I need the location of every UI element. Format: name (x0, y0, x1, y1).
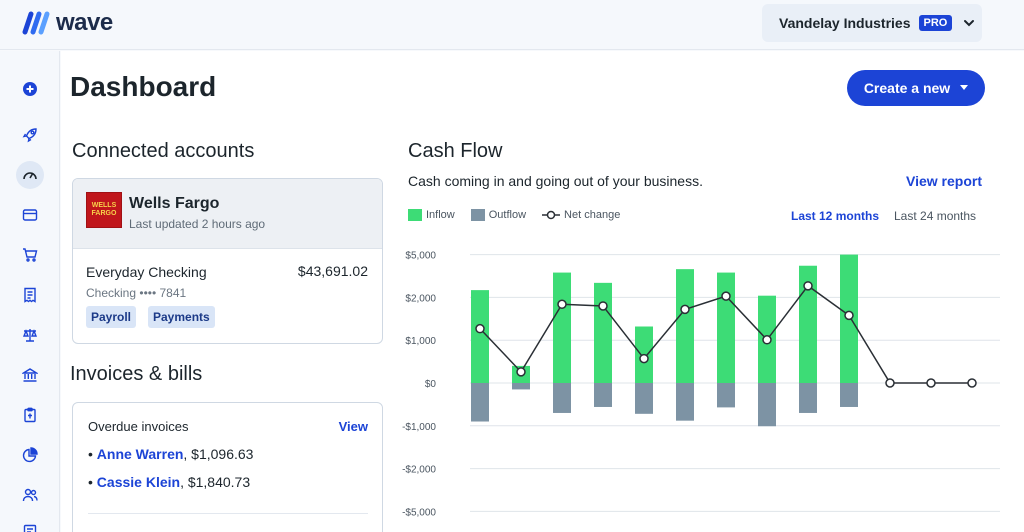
account-number: Checking •••• 7841 (86, 286, 187, 300)
inflow-bar (471, 290, 489, 383)
y-tick-label: $5,000 (405, 251, 436, 262)
scale-icon[interactable] (16, 321, 44, 349)
bank-icon[interactable] (16, 361, 44, 389)
range-last-12-months[interactable]: Last 12 months (791, 209, 880, 223)
account-balance: $43,691.02 (297, 263, 368, 279)
create-new-label: Create a new (863, 80, 951, 96)
receipt-icon[interactable] (16, 281, 44, 309)
y-tick-label: -$2,000 (402, 465, 436, 476)
y-tick-label: -$5,000 (402, 507, 436, 518)
sidebar (0, 51, 60, 532)
credit-card-icon[interactable] (16, 201, 44, 229)
net-change-point (844, 310, 854, 321)
dashboard-gauge-icon[interactable] (16, 161, 44, 189)
list-item: • Cassie Klein, $1,840.73 (88, 474, 251, 490)
wave-logo[interactable]: wave (22, 9, 113, 37)
outflow-bar (635, 383, 653, 414)
net-change-point (598, 301, 608, 311)
connected-accounts-title: Connected accounts (72, 140, 255, 162)
y-tick-label: $1,000 (405, 336, 436, 347)
tag-payments: Payments (148, 306, 215, 328)
main-content: Dashboard Create a new Connected account… (61, 51, 1024, 532)
customer-link[interactable]: Anne Warren (96, 446, 184, 462)
last-updated: Last updated 2 hours ago (129, 217, 266, 231)
top-bar: wave Vandelay Industries PRO (0, 0, 1024, 50)
customer-link[interactable]: Cassie Klein (96, 474, 181, 490)
y-tick-label: $0 (425, 379, 437, 390)
pie-chart-icon[interactable] (16, 441, 44, 469)
bank-name: Wells Fargo (129, 195, 220, 212)
tag-payroll: Payroll (86, 306, 137, 328)
logo-text: wave (56, 9, 113, 36)
people-icon[interactable] (16, 481, 44, 509)
invoices-bills-title: Invoices & bills (70, 363, 203, 385)
outflow-bar (676, 383, 694, 421)
outflow-bar (471, 383, 489, 422)
inflow-bar (553, 272, 571, 383)
cash-flow-title: Cash Flow (408, 140, 503, 162)
invoice-amount: , $1,096.63 (183, 446, 254, 462)
invoice-amount: , $1,840.73 (180, 474, 251, 490)
net-change-point (680, 304, 690, 315)
invoices-card: Overdue invoices View • Anne Warren, $1,… (72, 402, 383, 532)
divider (88, 513, 368, 514)
net-change-point (926, 378, 936, 388)
inflow-bar (676, 269, 694, 383)
bank-header: WELLS FARGO Wells Fargo Last updated 2 h… (73, 179, 382, 249)
list-item: • Anne Warren, $1,096.63 (88, 446, 254, 462)
plan-badge: PRO (918, 15, 953, 31)
business-switcher[interactable]: Vandelay Industries PRO (762, 4, 982, 42)
cash-flow-chart: $5,000 $2,000 $1,000 $0 -$1,000 -$2,000 -$5,00… (402, 251, 1000, 518)
net-change-point (721, 291, 731, 301)
legend-net-change: Net change (542, 209, 620, 221)
inflow-bar (594, 282, 612, 383)
cart-icon[interactable] (16, 241, 44, 269)
net-change-point (475, 323, 485, 334)
outflow-bar (840, 383, 858, 407)
rocket-icon[interactable] (16, 121, 44, 149)
outflow-bar (717, 383, 735, 408)
plus-circle-icon[interactable] (16, 75, 44, 103)
inflow-bar (717, 272, 735, 383)
view-report-link[interactable]: View report (906, 173, 982, 189)
y-tick-label: $2,000 (405, 293, 436, 304)
legend-outflow: Outflow (470, 209, 526, 221)
outflow-bar (512, 383, 530, 390)
net-change-point (762, 335, 772, 345)
net-change-point (803, 281, 813, 291)
create-new-button[interactable]: Create a new (847, 70, 985, 106)
caret-down-icon (960, 85, 969, 90)
cash-flow-subtitle: Cash coming in and going out of your bus… (408, 173, 703, 189)
wells-fargo-logo: WELLS FARGO (86, 192, 122, 228)
range-last-24-months[interactable]: Last 24 months (894, 209, 977, 223)
net-change-point (557, 299, 567, 309)
legend-inflow: Inflow (408, 209, 455, 221)
document-icon[interactable] (16, 517, 44, 532)
chevron-down-icon (964, 20, 975, 27)
view-invoices-link[interactable]: View (338, 419, 368, 434)
wave-logo-icon (22, 11, 50, 35)
connected-account-card[interactable]: WELLS FARGO Wells Fargo Last updated 2 h… (72, 178, 383, 344)
inflow-bar (799, 265, 817, 383)
outflow-bar (594, 383, 612, 407)
net-change-point (516, 367, 526, 377)
page-title: Dashboard (70, 71, 217, 102)
chart-legend: Inflow Outflow Net change (408, 209, 628, 221)
business-name: Vandelay Industries (779, 15, 911, 31)
outflow-bar (799, 383, 817, 413)
y-tick-label: -$1,000 (402, 422, 436, 433)
clipboard-icon[interactable] (16, 401, 44, 429)
net-change-point (885, 378, 895, 388)
account-name: Everyday Checking (86, 264, 207, 280)
net-change-point (639, 353, 649, 364)
overdue-invoices-label: Overdue invoices (88, 419, 189, 434)
outflow-bar (553, 383, 571, 413)
net-change-point (967, 378, 977, 388)
outflow-bar (758, 383, 776, 427)
